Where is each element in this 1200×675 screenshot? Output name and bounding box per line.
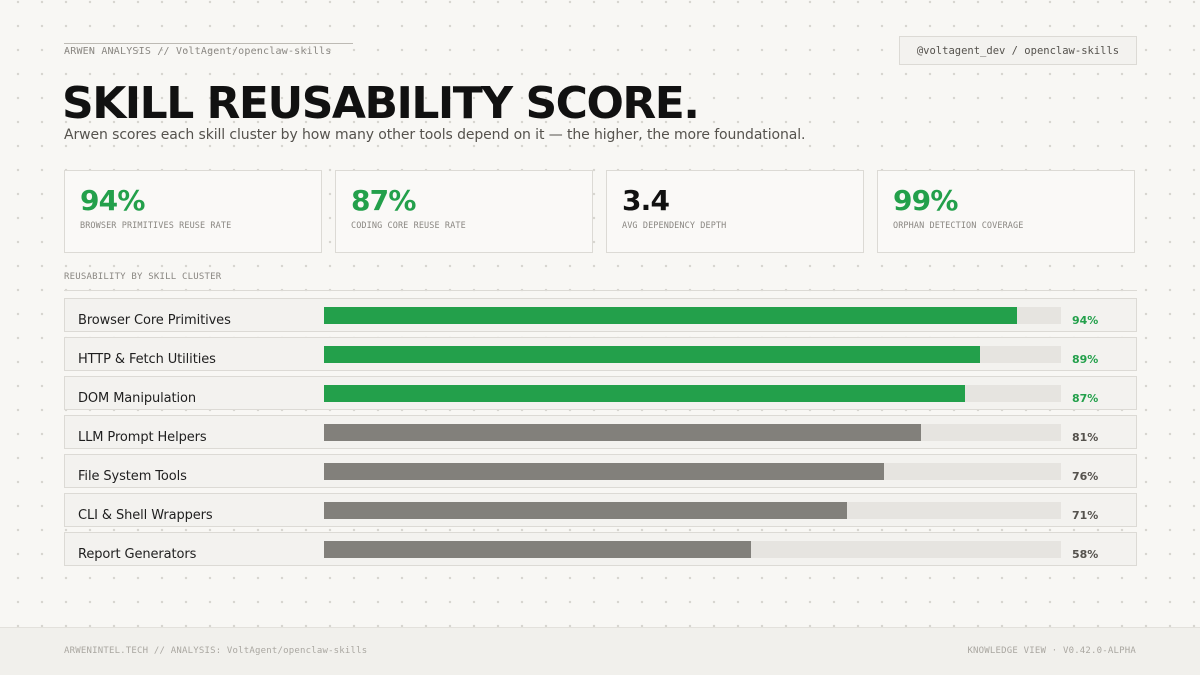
page-subtitle: Arwen scores each skill cluster by how m… <box>64 127 806 143</box>
bar-track <box>324 463 1061 480</box>
stat-label: AVG DEPENDENCY DEPTH <box>622 221 727 231</box>
stat-label: ORPHAN DETECTION COVERAGE <box>893 221 1024 231</box>
bar-row: File System Tools 76% <box>64 454 1137 488</box>
bar <box>324 424 921 441</box>
bar-track <box>324 424 1061 441</box>
bar-track <box>324 346 1061 363</box>
bar-track <box>324 502 1061 519</box>
stat-card-dependency-depth: 3.4 AVG DEPENDENCY DEPTH <box>606 170 864 253</box>
chart-title: REUSABILITY BY SKILL CLUSTER <box>64 272 222 282</box>
bar-track <box>324 385 1061 402</box>
footer-left: ARWENINTEL.TECH // ANALYSIS: VoltAgent/o… <box>64 646 368 656</box>
bar-row: LLM Prompt Helpers 81% <box>64 415 1137 449</box>
stat-card-orphan-detection: 99% ORPHAN DETECTION COVERAGE <box>877 170 1135 253</box>
bar-category-label: HTTP & Fetch Utilities <box>78 352 216 367</box>
bar <box>324 502 847 519</box>
bar <box>324 463 884 480</box>
bar-category-label: Report Generators <box>78 547 197 562</box>
bar-category-label: LLM Prompt Helpers <box>78 430 207 445</box>
bar-value-label: 89% <box>1072 353 1099 366</box>
stat-value: 87% <box>351 184 416 217</box>
page-title: SKILL REUSABILITY SCORE. <box>62 78 700 129</box>
bar-value-label: 76% <box>1072 470 1099 483</box>
bar-row: Browser Core Primitives 94% <box>64 298 1137 332</box>
bar-track <box>324 307 1061 324</box>
bar <box>324 541 751 558</box>
stat-card-browser-primitives: 94% BROWSER PRIMITIVES REUSE RATE <box>64 170 322 253</box>
bar-category-label: DOM Manipulation <box>78 391 196 406</box>
bar-value-label: 94% <box>1072 314 1099 327</box>
bar-value-label: 58% <box>1072 548 1099 561</box>
bar-row: CLI & Shell Wrappers 71% <box>64 493 1137 527</box>
stat-label: BROWSER PRIMITIVES REUSE RATE <box>80 221 232 231</box>
footer-right: KNOWLEDGE VIEW · V0.42.0-ALPHA <box>967 646 1136 656</box>
bar <box>324 385 965 402</box>
bar-track <box>324 541 1061 558</box>
stat-label: CODING CORE REUSE RATE <box>351 221 466 231</box>
stat-card-coding-core: 87% CODING CORE REUSE RATE <box>335 170 593 253</box>
stat-value: 99% <box>893 184 958 217</box>
handle-badge[interactable]: @voltagent_dev / openclaw-skills <box>899 36 1137 65</box>
bar-value-label: 87% <box>1072 392 1099 405</box>
bar <box>324 346 980 363</box>
bar-row: HTTP & Fetch Utilities 89% <box>64 337 1137 371</box>
bar-category-label: Browser Core Primitives <box>78 313 231 328</box>
stat-value: 94% <box>80 184 145 217</box>
bar <box>324 307 1017 324</box>
bar-value-label: 71% <box>1072 509 1099 522</box>
section-divider <box>64 290 1137 291</box>
bar-category-label: File System Tools <box>78 469 187 484</box>
bar-value-label: 81% <box>1072 431 1099 444</box>
footer: ARWENINTEL.TECH // ANALYSIS: VoltAgent/o… <box>0 627 1200 675</box>
breadcrumb: ARWEN ANALYSIS // VoltAgent/openclaw-ski… <box>64 43 353 57</box>
stat-value: 3.4 <box>622 184 670 217</box>
bar-row: DOM Manipulation 87% <box>64 376 1137 410</box>
bar-category-label: CLI & Shell Wrappers <box>78 508 213 523</box>
bar-row: Report Generators 58% <box>64 532 1137 566</box>
